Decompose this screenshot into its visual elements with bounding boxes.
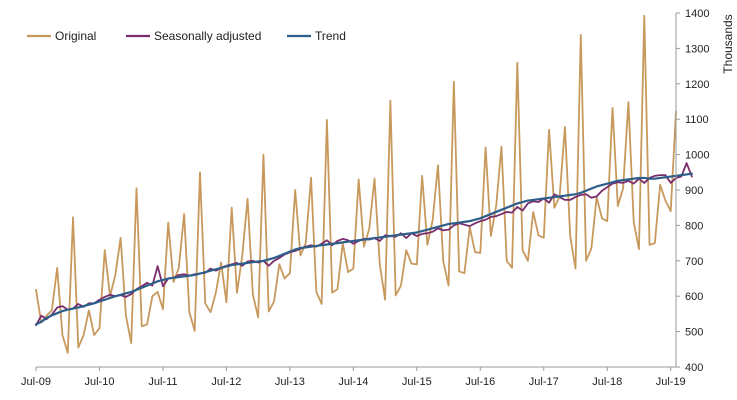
x-tick-label: Jul-13 (275, 376, 305, 388)
legend-label: Original (55, 29, 96, 43)
x-tick-label: Jul-12 (211, 376, 241, 388)
series-line-trend (34, 172, 693, 326)
y-tick-label: 900 (685, 185, 703, 197)
y-axis: 400 500 600 700 800 900 1000 1100 1200 1300 1400 (675, 8, 709, 374)
x-tick-label: Jul-09 (21, 376, 51, 388)
y-tick-label: 1000 (685, 150, 709, 162)
x-tick-label: Jul-17 (529, 376, 559, 388)
y-tick-label: 500 (685, 327, 703, 339)
y-tick-label: 600 (685, 291, 703, 303)
y-axis-title: Thousands (721, 14, 735, 73)
series-line-original (35, 14, 677, 354)
x-tick-label: Jul-16 (465, 376, 495, 388)
legend: Original Seasonally adjusted Trend (27, 29, 346, 43)
y-tick-label: 1300 (685, 43, 709, 55)
x-tick-label: Jul-10 (84, 376, 114, 388)
x-tick-label: Jul-15 (402, 376, 432, 388)
x-axis: Jul-09 Jul-10 Jul-11 Jul-12 Jul-13 Jul-14 Jul-… (21, 366, 686, 388)
x-tick-label: Jul-18 (592, 376, 622, 388)
x-tick-label: Jul-19 (656, 376, 686, 388)
plot-lines (34, 14, 693, 354)
y-tick-label: 1400 (685, 8, 709, 20)
x-tick-label: Jul-14 (338, 376, 368, 388)
y-tick-label: 700 (685, 256, 703, 268)
y-tick-label: 800 (685, 220, 703, 232)
legend-label: Seasonally adjusted (154, 29, 261, 43)
y-tick-label: 1100 (685, 114, 709, 126)
y-tick-label: 400 (685, 362, 703, 374)
y-tick-label: 1200 (685, 79, 709, 91)
x-tick-label: Jul-11 (148, 376, 177, 388)
legend-label: Trend (315, 29, 346, 43)
